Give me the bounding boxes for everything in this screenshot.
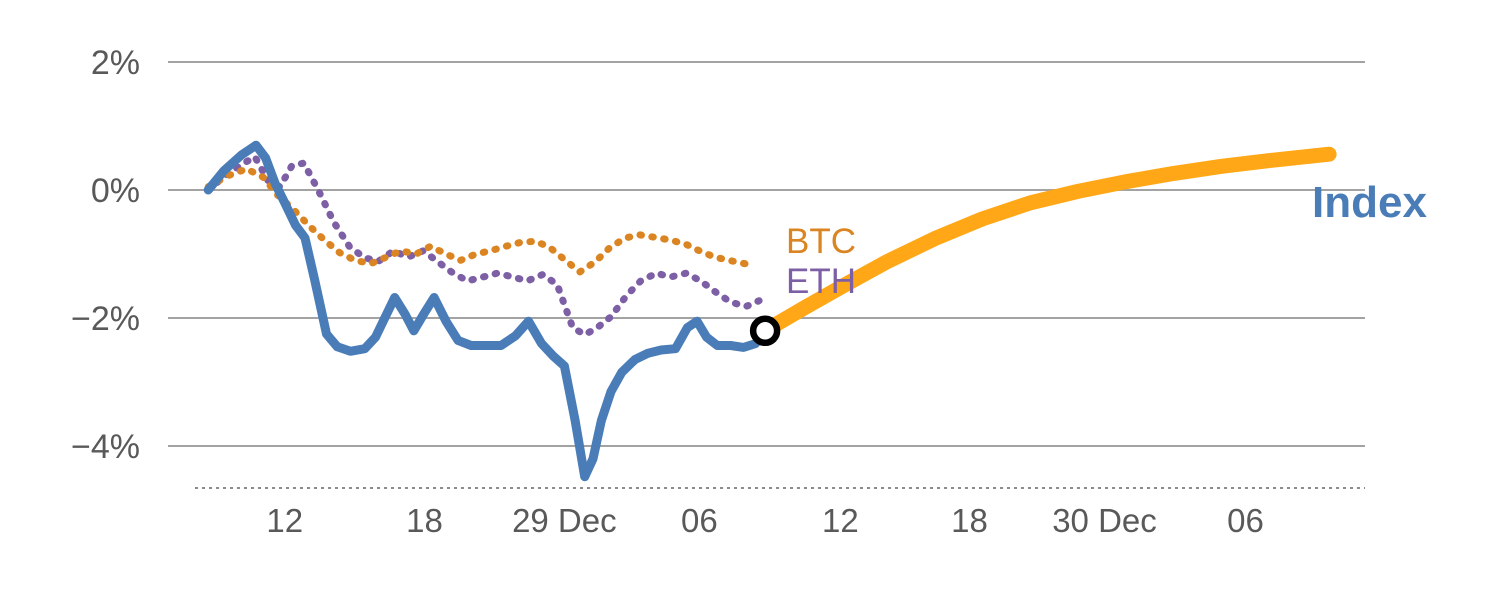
eth-series-label: ETH: [786, 262, 856, 301]
x-tick-label: 12: [822, 502, 859, 539]
btc-series-label: BTC: [786, 222, 856, 261]
x-tick-label: 06: [681, 502, 718, 539]
y-tick-label: −4%: [71, 428, 140, 466]
eth-line: [204, 153, 763, 339]
index-forecast-line: [757, 146, 1337, 339]
x-tick-label: 06: [1227, 502, 1264, 539]
x-tick-label: 29 Dec: [512, 502, 617, 539]
current-value-marker: [749, 315, 781, 347]
y-tick-label: 0%: [91, 172, 140, 210]
btc-line: [204, 165, 751, 276]
x-tick-label: 18: [406, 502, 443, 539]
x-tick-label: 18: [951, 502, 988, 539]
index-series-label: Index: [1312, 178, 1427, 227]
x-tick-label: 12: [266, 502, 303, 539]
index-history-line: [203, 140, 770, 482]
y-tick-label: 2%: [91, 44, 140, 82]
x-tick-label: 30 Dec: [1052, 502, 1157, 539]
y-tick-label: −2%: [71, 300, 140, 338]
